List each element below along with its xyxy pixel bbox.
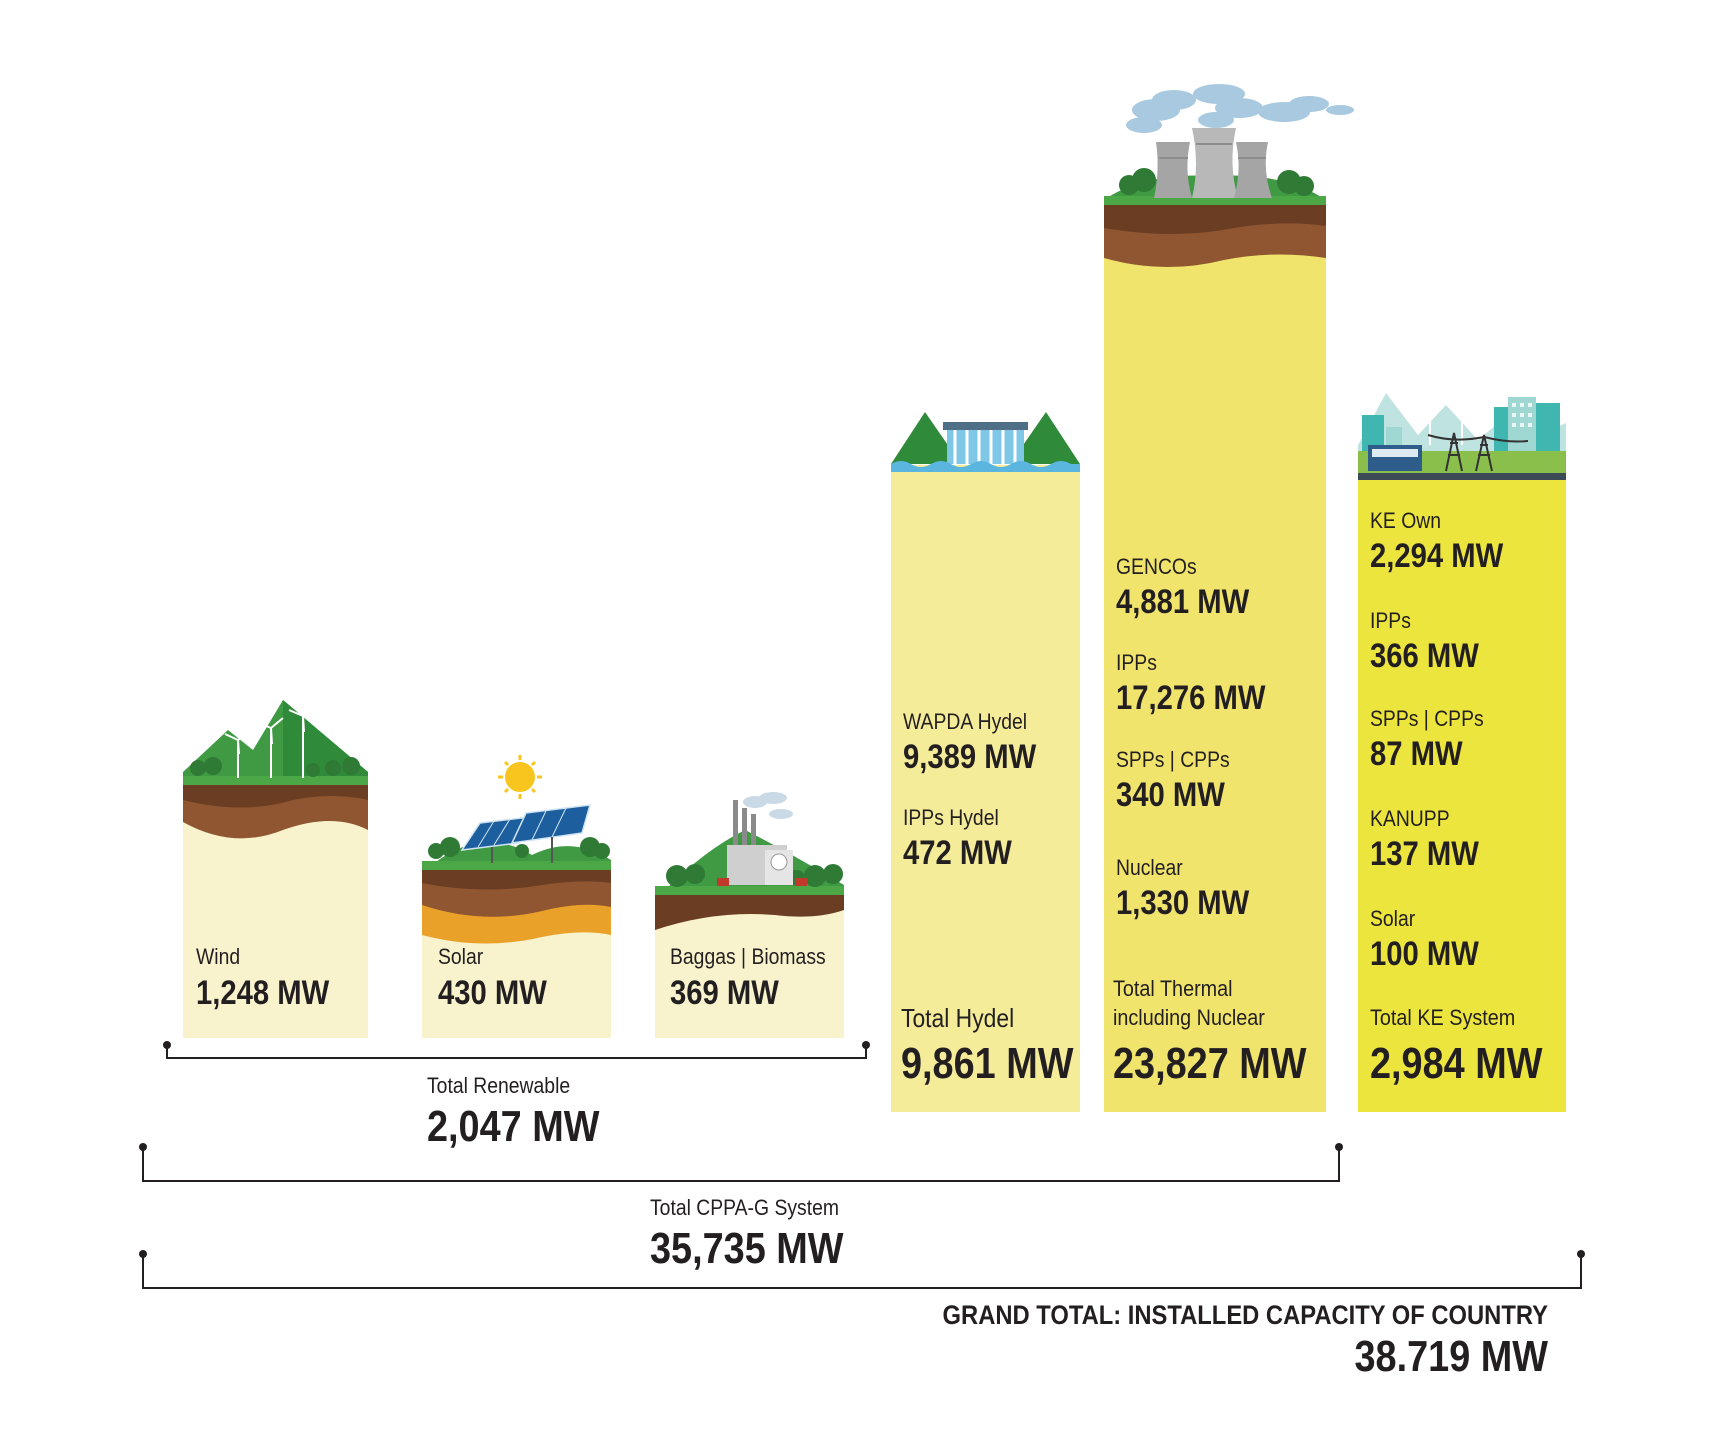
biomass-label: Baggas | Biomass (670, 944, 826, 969)
cooling-towers-icon (1104, 84, 1354, 270)
wind-turbines-hill-icon (183, 700, 368, 860)
bar-hydel (891, 465, 1080, 1112)
ke-city-grid-icon (1358, 393, 1566, 493)
thermal-spps-label: SPPs | CPPs (1116, 747, 1230, 772)
thermal-ipps-value: 17,276 MW (1116, 679, 1266, 717)
bar-ke (1358, 490, 1566, 1112)
thermal-gencos-value: 4,881 MW (1116, 583, 1250, 621)
bar-biomass (655, 905, 844, 1038)
hydel-total-label: Total Hydel (901, 1003, 1015, 1033)
ke-own-value: 2,294 MW (1370, 537, 1504, 575)
wind-label: Wind (196, 944, 241, 969)
hydel-wapda-label: WAPDA Hydel (903, 709, 1028, 734)
solar-panels-icon (422, 755, 611, 944)
thermal-ipps-label: IPPs (1116, 650, 1157, 675)
ke-own-label: KE Own (1370, 508, 1442, 533)
ke-solar-label: Solar (1370, 906, 1416, 931)
thermal-total-value: 23,827 MW (1113, 1039, 1307, 1088)
hydel-total-value: 9,861 MW (901, 1039, 1074, 1088)
renewable-total-value: 2,047 MW (427, 1102, 600, 1151)
thermal-nuclear-label: Nuclear (1116, 855, 1183, 880)
ke-ipps-label: IPPs (1370, 608, 1411, 633)
thermal-total-label-line1: Total Thermal (1113, 976, 1233, 1001)
ke-spps-value: 87 MW (1370, 735, 1463, 773)
hydel-ipps-value: 472 MW (903, 834, 1012, 872)
wind-value: 1,248 MW (196, 974, 330, 1012)
ke-kanupp-label: KANUPP (1370, 806, 1450, 831)
ke-total-label: Total KE System (1370, 1005, 1516, 1030)
ke-spps-label: SPPs | CPPs (1370, 706, 1484, 731)
hydro-dam-icon (891, 412, 1080, 472)
grand-total-label: GRAND TOTAL: INSTALLED CAPACITY OF COUNT… (942, 1300, 1548, 1330)
cppa-total-label: Total CPPA-G System (650, 1195, 839, 1220)
solar-value: 430 MW (438, 974, 547, 1012)
hydel-ipps-label: IPPs Hydel (903, 805, 999, 830)
bar-thermal (1104, 200, 1326, 1112)
grand-total-value: 38.719 MW (1354, 1332, 1548, 1381)
solar-label: Solar (438, 944, 484, 969)
biomass-value: 369 MW (670, 974, 779, 1012)
thermal-total-label-line2: including Nuclear (1113, 1005, 1265, 1030)
thermal-nuclear-value: 1,330 MW (1116, 884, 1250, 922)
thermal-spps-value: 340 MW (1116, 776, 1225, 814)
ke-solar-value: 100 MW (1370, 935, 1479, 973)
thermal-gencos-label: GENCOs (1116, 554, 1197, 579)
hydel-wapda-value: 9,389 MW (903, 738, 1037, 776)
biomass-plant-icon (655, 792, 844, 930)
ke-total-value: 2,984 MW (1370, 1039, 1543, 1088)
cppa-total-value: 35,735 MW (650, 1224, 844, 1273)
renewable-total-label: Total Renewable (427, 1073, 571, 1098)
ke-ipps-value: 366 MW (1370, 637, 1479, 675)
ke-kanupp-value: 137 MW (1370, 835, 1479, 873)
